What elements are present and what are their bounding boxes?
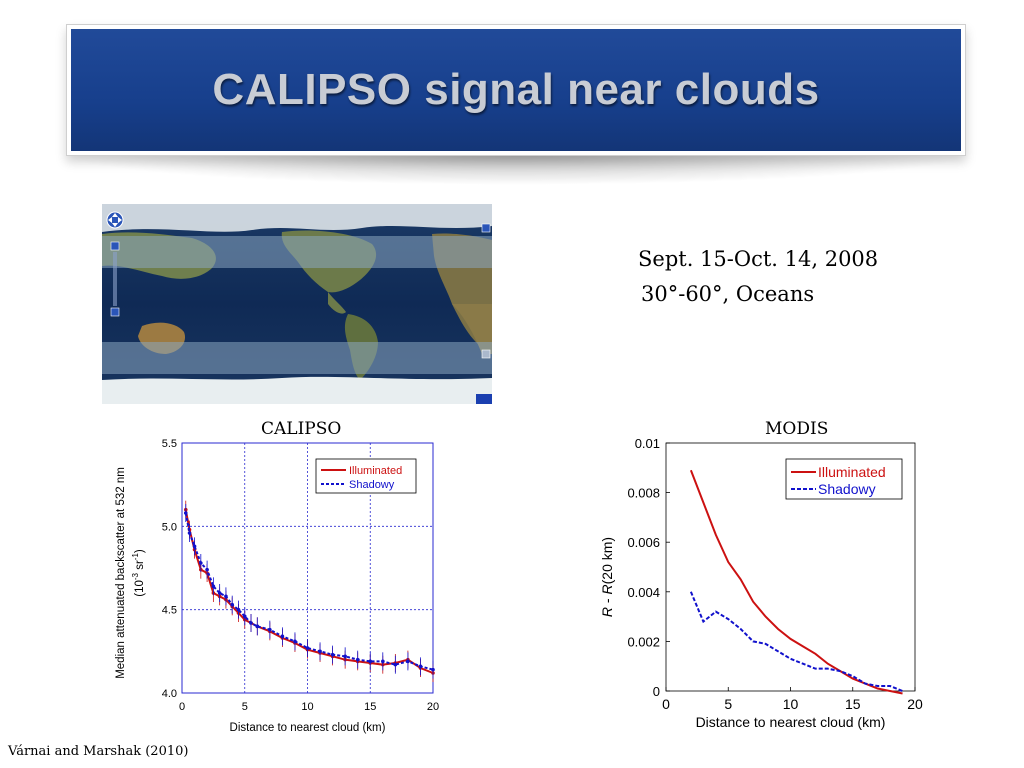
calipso-data-point xyxy=(211,584,216,589)
calipso-y-tick-label: 4.0 xyxy=(162,688,177,700)
modis-x-axis-label: Distance to nearest cloud (km) xyxy=(696,714,886,730)
modis-legend xyxy=(785,458,903,500)
calipso-data-point xyxy=(381,659,385,664)
calipso-data-point xyxy=(305,646,310,650)
calipso-y-tick-label: 5.0 xyxy=(162,521,177,533)
calipso-x-tick-label: 15 xyxy=(364,701,376,713)
calipso-legend-label: Shadowy xyxy=(349,479,395,491)
calipso-x-tick-label: 0 xyxy=(179,701,185,713)
calipso-data-point xyxy=(343,654,347,659)
map-pan-control xyxy=(106,211,124,229)
modis-y-tick-label: 0.004 xyxy=(627,585,660,600)
calipso-data-point xyxy=(280,634,285,639)
title-banner-shadow xyxy=(62,155,970,185)
modis-x-tick-label: 15 xyxy=(845,696,861,712)
calipso-data-point xyxy=(368,659,373,664)
modis-y-tick-label: 0.01 xyxy=(635,436,660,451)
modis-y-tick-label: 0.008 xyxy=(627,486,660,501)
calipso-data-point xyxy=(268,627,272,632)
world-map-graphic xyxy=(102,204,492,404)
modis-y-tick-label: 0 xyxy=(653,684,660,699)
calipso-data-point xyxy=(187,531,192,535)
calipso-x-tick-label: 10 xyxy=(301,701,313,713)
modis-x-tick-label: 5 xyxy=(724,696,732,712)
map-zoom-slider xyxy=(110,241,120,317)
calipso-data-point xyxy=(431,667,435,672)
modis-y-tick-label: 0.002 xyxy=(627,634,660,649)
modis-series-line-illuminated xyxy=(689,469,903,695)
citation: Várnai and Marshak (2010) xyxy=(8,744,189,759)
title-banner: CALIPSO signal near clouds xyxy=(66,24,966,156)
region-caption: 30°-60°, Oceans xyxy=(641,282,815,306)
world-map xyxy=(102,204,492,404)
calipso-data-point xyxy=(236,607,241,612)
modis-x-tick-label: 20 xyxy=(907,696,923,712)
calipso-y-axis-label-main: Median attenuated backscatter at 532 nm xyxy=(115,467,127,679)
calipso-y-axis-label-units: (10-3 sr-1) xyxy=(131,549,146,597)
calipso-data-point xyxy=(418,664,423,669)
calipso-series-line-shadowy xyxy=(184,512,434,671)
modis-x-tick-label: 0 xyxy=(662,696,670,712)
calipso-data-point xyxy=(406,659,410,664)
calipso-data-point xyxy=(224,594,228,599)
calipso-data-point xyxy=(183,511,188,515)
calipso-data-point xyxy=(318,649,322,654)
modis-legend-label: Shadowy xyxy=(818,481,876,497)
calipso-data-point xyxy=(217,591,222,595)
calipso-data-point xyxy=(355,657,360,662)
calipso-data-point xyxy=(330,652,335,657)
calipso-data-point xyxy=(393,662,398,667)
calipso-y-tick-label: 4.5 xyxy=(162,605,177,617)
calipso-data-point xyxy=(230,602,234,607)
calipso-chart-title: CALIPSO xyxy=(261,419,342,439)
date-range-caption: Sept. 15-Oct. 14, 2008 xyxy=(638,247,879,271)
modis-y-axis-label-text: R - R(20 km) xyxy=(599,537,615,617)
modis-y-axis-label: R - R(20 km) xyxy=(599,537,615,617)
calipso-data-point xyxy=(205,567,209,572)
calipso-data-point xyxy=(192,544,197,549)
calipso-legend xyxy=(315,458,417,494)
modis-legend-label: Illuminated xyxy=(818,464,886,480)
calipso-data-point xyxy=(255,624,260,629)
calipso-y-tick-label: 5.5 xyxy=(162,438,177,450)
modis-chart-title: MODIS xyxy=(765,419,829,439)
calipso-chart: 0 5 10 15 20 4.0 4.5 5.0 5.5 Illuminated Shadowy Di… xyxy=(115,438,439,734)
calipso-data-point xyxy=(249,621,253,625)
modis-series-line-shadowy xyxy=(689,591,903,692)
calipso-legend-label: Illuminated xyxy=(349,465,402,477)
title-banner-fill: CALIPSO signal near clouds xyxy=(71,29,961,151)
calipso-y-axis-label: Median attenuated backscatter at 532 nm (… xyxy=(115,467,146,679)
calipso-plot-frame xyxy=(181,442,434,694)
calipso-x-tick-label: 20 xyxy=(427,701,439,713)
calipso-x-axis-label: Distance to nearest cloud (km) xyxy=(230,722,386,734)
calipso-data-point xyxy=(293,639,297,644)
slide-title: CALIPSO signal near clouds xyxy=(212,65,820,114)
calipso-data-point xyxy=(199,561,203,565)
modis-chart: 0 5 10 15 20 0 0.002 0.004 0.006 0.008 0.01 Illumin… xyxy=(599,436,923,730)
calipso-x-tick-label: 5 xyxy=(242,701,248,713)
modis-x-tick-label: 10 xyxy=(783,696,799,712)
calipso-data-point xyxy=(242,614,247,619)
modis-y-tick-label: 0.006 xyxy=(627,535,660,550)
